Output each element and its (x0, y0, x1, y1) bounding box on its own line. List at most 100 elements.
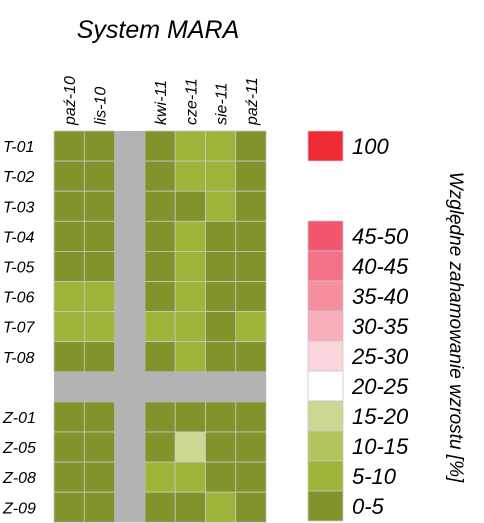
heatmap-cell (144, 311, 176, 343)
legend-swatch (307, 460, 344, 492)
heatmap-cell (144, 190, 176, 222)
heatmap-cell (205, 431, 237, 463)
heatmap-cell (205, 190, 237, 222)
heatmap-cell (144, 341, 176, 373)
heatmap-cell (235, 461, 267, 493)
column-label: sie-11 (214, 83, 231, 125)
heatmap-cell (83, 130, 116, 162)
heatmap-cell (235, 281, 267, 313)
heatmap-cell (174, 190, 206, 222)
heatmap-cell (83, 491, 116, 523)
heatmap-cell (53, 160, 85, 192)
legend-label: 35-40 (352, 284, 409, 309)
legend-swatch (307, 280, 344, 312)
heatmap-cell (83, 341, 116, 373)
heatmap-cell (144, 461, 176, 493)
heatmap-cell (174, 220, 206, 252)
legend-swatch (307, 430, 344, 462)
column-labels: paź-10 lis-10 kwi-11 cze-11 sie-11 paź-11 (62, 76, 261, 126)
heatmap-cell (53, 401, 85, 433)
legend-label: 40-45 (352, 254, 409, 279)
legend-label: 15-20 (352, 404, 409, 429)
heatmap-cell (174, 130, 206, 162)
legend-swatch (307, 340, 344, 372)
row-label: Z-09 (2, 500, 36, 517)
gap-row (54, 371, 267, 402)
legend-swatch (307, 220, 344, 252)
heatmap-cell (205, 461, 237, 493)
row-label: T-03 (3, 199, 35, 216)
row-label: T-08 (3, 350, 35, 367)
heatmap-cell (83, 461, 116, 493)
heatmap-cell (53, 491, 85, 523)
row-label: Z-05 (2, 440, 36, 457)
heatmap-cell (53, 190, 85, 222)
heatmap-cell (174, 461, 206, 493)
heatmap-cell (205, 281, 237, 313)
column-label: paź-10 (62, 76, 79, 126)
heatmap-cell (174, 491, 206, 523)
heatmap-cell (53, 130, 85, 162)
heatmap-cell (235, 220, 267, 252)
heatmap-cell (235, 401, 267, 433)
heatmap-cell (235, 160, 267, 192)
heatmap-cell (205, 401, 237, 433)
row-label: T-06 (3, 290, 35, 307)
heatmap-cell (144, 491, 176, 523)
heatmap-cell (235, 250, 267, 282)
heatmap-cell (205, 160, 237, 192)
heatmap-cell (205, 220, 237, 252)
heatmap-cell (83, 190, 116, 222)
heatmap-cell (144, 220, 176, 252)
legend-label: 25-30 (351, 344, 409, 369)
row-label: Z-08 (2, 470, 36, 487)
heatmap-cell (53, 250, 85, 282)
row-labels: T-01 T-02 T-03 T-04 T-05 T-06 T-07 T-08 Z-01 Z-05… (2, 139, 36, 517)
column-label: cze-11 (183, 78, 200, 125)
heatmap-cell (144, 130, 176, 162)
heatmap-cell (235, 190, 267, 222)
heatmap-cell (53, 281, 85, 313)
heatmap-cell (144, 401, 176, 433)
heatmap-cell (83, 160, 116, 192)
legend-swatch (307, 400, 344, 432)
legend-label: 10-15 (352, 434, 409, 459)
legend-swatch (307, 490, 344, 522)
legend-label: 0-5 (352, 494, 385, 519)
heatmap-cell (144, 281, 176, 313)
heatmap-cell (83, 401, 116, 433)
heatmap-cell (53, 461, 85, 493)
column-label: kwi-11 (153, 80, 170, 125)
heatmap-cell (174, 281, 206, 313)
heatmap-cell (235, 431, 267, 463)
column-label: paź-11 (244, 77, 261, 126)
heatmap-cell (205, 250, 237, 282)
heatmap-cell (235, 130, 267, 162)
row-label: T-05 (3, 259, 35, 276)
legend-label: 45-50 (352, 224, 409, 249)
gap-column (114, 131, 145, 523)
legend-swatch (307, 310, 344, 342)
heatmap-cell (174, 401, 206, 433)
row-label: Z-01 (2, 410, 36, 427)
legend-swatch (307, 130, 344, 162)
heatmap-cell (235, 491, 267, 523)
heatmap-cell (83, 250, 116, 282)
heatmap-cell (83, 220, 116, 252)
legend-swatch (307, 250, 344, 282)
heatmap-cell (83, 431, 116, 463)
legend-label: 20-25 (351, 374, 409, 399)
row-label: T-04 (3, 229, 35, 246)
heatmap-cell (174, 341, 206, 373)
heatmap-cell (53, 431, 85, 463)
heatmap-cell (205, 341, 237, 373)
column-label: lis-10 (93, 87, 110, 125)
heatmap-cell (205, 491, 237, 523)
heatmap-cell (83, 311, 116, 343)
heatmap-cell (235, 341, 267, 373)
heatmap-cells (53, 130, 267, 523)
heatmap-cell (53, 311, 85, 343)
legend-label: 100 (352, 134, 389, 159)
legend-label: 30-35 (352, 314, 409, 339)
heatmap-cell (144, 160, 176, 192)
